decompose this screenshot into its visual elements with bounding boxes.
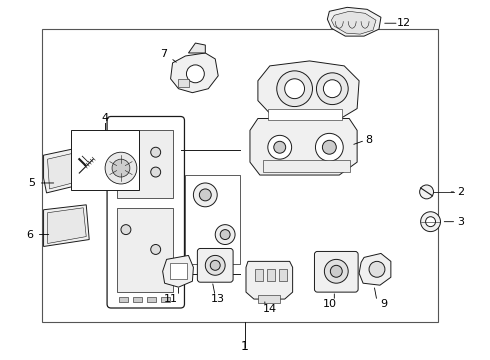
- Polygon shape: [171, 53, 218, 93]
- Circle shape: [215, 225, 235, 244]
- Text: 7: 7: [160, 49, 167, 59]
- FancyBboxPatch shape: [197, 248, 233, 282]
- Text: 12: 12: [397, 18, 411, 28]
- Circle shape: [194, 183, 217, 207]
- Bar: [42, 29, 439, 322]
- Bar: [268, 109, 342, 121]
- Polygon shape: [359, 253, 391, 285]
- Polygon shape: [246, 261, 293, 299]
- Bar: [267, 269, 275, 281]
- FancyBboxPatch shape: [315, 251, 358, 292]
- Text: 3: 3: [457, 217, 464, 227]
- Bar: [147, 297, 156, 302]
- Text: 9: 9: [380, 299, 388, 309]
- Bar: [72, 130, 139, 190]
- Polygon shape: [48, 208, 86, 243]
- Circle shape: [199, 189, 211, 201]
- Circle shape: [151, 244, 161, 255]
- Bar: [119, 297, 128, 302]
- FancyBboxPatch shape: [107, 117, 184, 308]
- Polygon shape: [44, 205, 89, 247]
- Text: 11: 11: [164, 294, 177, 304]
- Text: 2: 2: [457, 187, 464, 197]
- Polygon shape: [175, 135, 255, 289]
- Bar: [255, 269, 263, 281]
- Circle shape: [330, 265, 342, 277]
- Bar: [263, 160, 350, 172]
- Polygon shape: [189, 43, 205, 53]
- Polygon shape: [258, 61, 359, 122]
- Polygon shape: [331, 11, 376, 34]
- Bar: [185, 175, 240, 264]
- Polygon shape: [250, 118, 357, 175]
- Circle shape: [419, 185, 434, 199]
- Polygon shape: [327, 7, 381, 36]
- Text: 4: 4: [101, 113, 109, 123]
- Circle shape: [151, 147, 161, 157]
- Circle shape: [420, 212, 441, 231]
- Circle shape: [187, 65, 204, 83]
- Circle shape: [105, 152, 137, 184]
- Circle shape: [426, 217, 436, 227]
- Circle shape: [277, 71, 313, 107]
- Circle shape: [121, 147, 131, 157]
- Text: 6: 6: [26, 230, 33, 239]
- Bar: [161, 297, 170, 302]
- Bar: [170, 264, 188, 279]
- Circle shape: [322, 140, 336, 154]
- Bar: [279, 269, 287, 281]
- Circle shape: [285, 79, 305, 99]
- Bar: [177, 79, 190, 87]
- Bar: [258, 295, 280, 303]
- Circle shape: [121, 225, 131, 235]
- Circle shape: [316, 133, 343, 161]
- Circle shape: [112, 159, 130, 177]
- Text: 14: 14: [263, 304, 277, 314]
- Bar: [117, 208, 172, 292]
- Circle shape: [317, 73, 348, 105]
- Circle shape: [369, 261, 385, 277]
- Text: 1: 1: [241, 340, 249, 353]
- Polygon shape: [163, 255, 194, 287]
- Polygon shape: [44, 148, 79, 193]
- Circle shape: [210, 260, 220, 270]
- Circle shape: [268, 135, 292, 159]
- Circle shape: [274, 141, 286, 153]
- Bar: [133, 297, 142, 302]
- Text: 5: 5: [28, 178, 35, 188]
- Circle shape: [323, 80, 341, 98]
- Text: 13: 13: [211, 294, 225, 304]
- Polygon shape: [48, 153, 76, 189]
- Circle shape: [151, 167, 161, 177]
- Circle shape: [324, 260, 348, 283]
- Circle shape: [220, 230, 230, 239]
- Text: 10: 10: [322, 299, 336, 309]
- Text: 8: 8: [366, 135, 372, 145]
- Circle shape: [205, 255, 225, 275]
- Bar: [117, 130, 172, 198]
